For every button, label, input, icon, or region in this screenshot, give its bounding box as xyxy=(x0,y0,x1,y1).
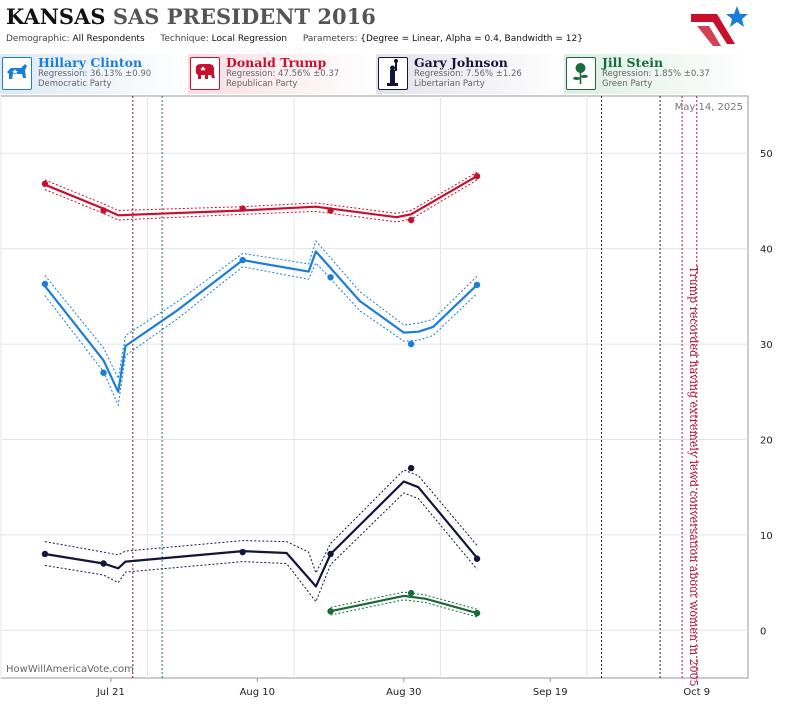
data-point xyxy=(327,274,334,281)
x-tick-label: Aug 10 xyxy=(240,687,275,698)
data-point xyxy=(407,340,415,348)
y-tick-label: 20 xyxy=(760,435,773,446)
candidate-party: Republican Party xyxy=(226,79,298,89)
data-point xyxy=(327,207,334,214)
y-tick-label: 0 xyxy=(760,626,766,637)
data-point xyxy=(100,560,107,567)
data-point xyxy=(239,256,246,264)
series-band-lower xyxy=(44,179,478,223)
y-tick-label: 40 xyxy=(760,245,773,256)
series-band-upper xyxy=(330,591,478,610)
series-line xyxy=(44,250,478,393)
site-logo-icon xyxy=(691,6,748,46)
y-tick-label: 30 xyxy=(760,340,773,351)
technique-label: Technique: xyxy=(160,34,209,44)
candidate-regression: Regression: 1.85% ±0.37 xyxy=(602,69,710,79)
x-tick-label: Jul 21 xyxy=(96,687,125,698)
data-point xyxy=(327,550,334,558)
data-point xyxy=(41,180,49,187)
candidate-name: Jill Stein xyxy=(602,55,664,70)
candidate-name: Donald Trump xyxy=(226,55,327,70)
data-point xyxy=(41,550,49,558)
candidate-regression: Regression: 36.13% ±0.90 xyxy=(38,69,152,79)
donkey-icon xyxy=(2,57,32,90)
series-band-upper xyxy=(44,469,478,575)
x-tick-label: Sep 19 xyxy=(533,687,568,698)
candidate-legend: Hillary Clinton Regression: 36.13% ±0.90… xyxy=(0,54,789,94)
y-tick-label: 50 xyxy=(760,149,773,160)
poll-chart-svg: 0 10 20 30 40 50 Jul 21 Aug 10 Aug 30 Sep 19 Oct 9… xyxy=(0,95,773,698)
technique-value: Local Regression xyxy=(211,34,288,44)
page-title: KANSAS SAS PRESIDENT 2016 xyxy=(6,4,376,29)
rose-icon xyxy=(566,57,596,90)
poll-chart: 0 10 20 30 40 50 Jul 21 Aug 10 Aug 30 Sep 19 Oct 9… xyxy=(0,94,789,704)
data-point xyxy=(473,172,481,180)
parameters-label: Parameters: xyxy=(302,34,358,44)
y-tick-label: 10 xyxy=(760,531,773,542)
series-band-lower xyxy=(330,599,478,618)
data-point xyxy=(407,216,415,224)
candidate-party: Green Party xyxy=(602,79,653,89)
race-title: SAS PRESIDENT 2016 xyxy=(112,4,376,29)
parameters-line: Demographic: All Respondents Technique: … xyxy=(6,34,583,44)
candidate-party: Libertarian Party xyxy=(414,79,485,89)
series-line xyxy=(44,480,478,588)
data-point xyxy=(327,608,334,615)
parameters-value: {Degree = Linear, Alpha = 0.4, Bandwidth… xyxy=(360,34,583,44)
series-band-upper xyxy=(44,240,478,381)
liberty-statue-icon xyxy=(378,57,408,90)
data-point xyxy=(41,280,49,288)
data-point xyxy=(239,548,246,556)
candidate-regression: Regression: 7.56% ±1.26 xyxy=(414,69,522,79)
event-annotation: Trump recorded having extremely lewd con… xyxy=(687,266,700,687)
series-line xyxy=(330,594,478,615)
demographic-label: Demographic: xyxy=(6,34,70,44)
series-band-lower xyxy=(44,262,478,407)
legend-item-johnson: Gary Johnson Regression: 7.56% ±1.26 Lib… xyxy=(376,54,562,94)
plot-frame xyxy=(0,95,749,679)
series-band-upper xyxy=(44,171,478,214)
candidate-regression: Regression: 47.56% ±0.37 xyxy=(226,69,340,79)
data-point xyxy=(473,609,481,617)
legend-item-clinton: Hillary Clinton Regression: 36.13% ±0.90… xyxy=(0,54,186,94)
x-tick-label: Aug 30 xyxy=(386,687,421,698)
candidate-name: Gary Johnson xyxy=(414,55,508,70)
data-point xyxy=(239,205,246,212)
data-point xyxy=(407,464,415,472)
elephant-icon xyxy=(190,57,220,90)
legend-item-stein: Jill Stein Regression: 1.85% ±0.37 Green… xyxy=(564,54,750,94)
demographic-value: All Respondents xyxy=(72,34,145,44)
header: KANSAS SAS PRESIDENT 2016 Demographic: A… xyxy=(0,0,789,54)
data-point xyxy=(407,589,415,597)
candidate-name: Hillary Clinton xyxy=(38,55,143,70)
current-date-label: May 14, 2025 xyxy=(675,102,743,113)
state-name: KANSAS xyxy=(6,4,106,29)
data-point xyxy=(100,207,107,214)
data-point xyxy=(473,281,481,289)
legend-item-trump: Donald Trump Regression: 47.56% ±0.37 Re… xyxy=(188,54,374,94)
candidate-party: Democratic Party xyxy=(38,79,112,89)
data-point xyxy=(473,555,481,562)
x-tick-label: Oct 9 xyxy=(683,687,710,698)
site-credit: HowWillAmericaVote.com xyxy=(6,664,134,675)
data-point xyxy=(100,369,107,376)
